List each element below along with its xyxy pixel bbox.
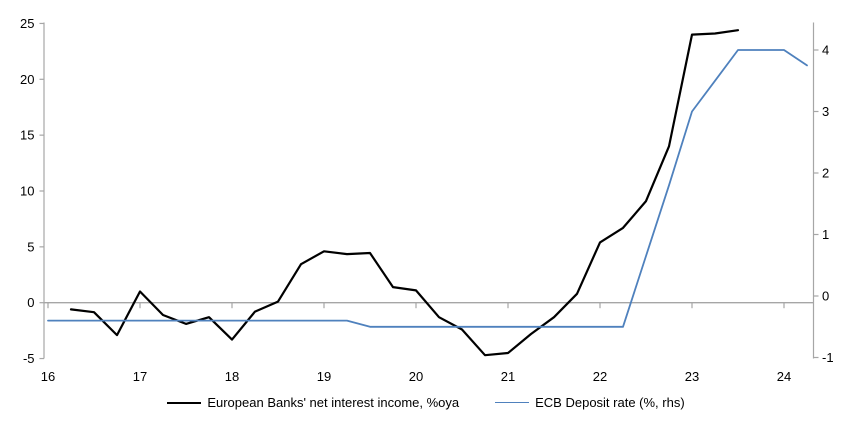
left-axis-tick-label: 10 [20, 184, 34, 199]
x-axis-tick-label: 23 [685, 369, 699, 384]
left-axis-tick-label: 5 [27, 239, 34, 254]
x-axis-tick-label: 21 [501, 369, 515, 384]
ecb-line-swatch [495, 402, 530, 403]
x-axis-tick-label: 18 [225, 369, 239, 384]
legend-label-nii: European Banks' net interest income, %oy… [207, 395, 460, 410]
right-axis-tick-label: 3 [822, 104, 829, 119]
right-axis-tick-label: -1 [822, 350, 834, 365]
left-axis-tick-label: 25 [20, 16, 34, 31]
x-axis-tick-label: 16 [41, 369, 55, 384]
european-banks-nii-line [69, 29, 740, 357]
ecb-deposit-rate-line [47, 49, 808, 328]
left-axis-tick-label: 0 [27, 295, 34, 310]
chart-legend: European Banks' net interest income, %oy… [0, 395, 852, 410]
legend-label-ecb: ECB Deposit rate (%, rhs) [535, 395, 685, 410]
x-axis-tick-label: 22 [593, 369, 607, 384]
x-axis-tick-label: 24 [777, 369, 791, 384]
left-axis-tick-label: 15 [20, 128, 34, 143]
right-axis-tick-label: 4 [822, 43, 829, 58]
x-axis-tick-label: 17 [133, 369, 147, 384]
right-axis-tick-label: 0 [822, 289, 829, 304]
right-axis-tick-label: 2 [822, 166, 829, 181]
x-axis-tick-label: 19 [317, 369, 331, 384]
legend-item-nii: European Banks' net interest income, %oy… [167, 395, 459, 410]
legend-item-ecb: ECB Deposit rate (%, rhs) [495, 395, 685, 410]
left-axis-tick-label: -5 [23, 351, 35, 366]
right-axis-tick-label: 1 [822, 227, 829, 242]
nii-line-swatch [167, 401, 202, 404]
left-axis-tick-label: 20 [20, 72, 34, 87]
x-axis-tick-label: 20 [409, 369, 423, 384]
